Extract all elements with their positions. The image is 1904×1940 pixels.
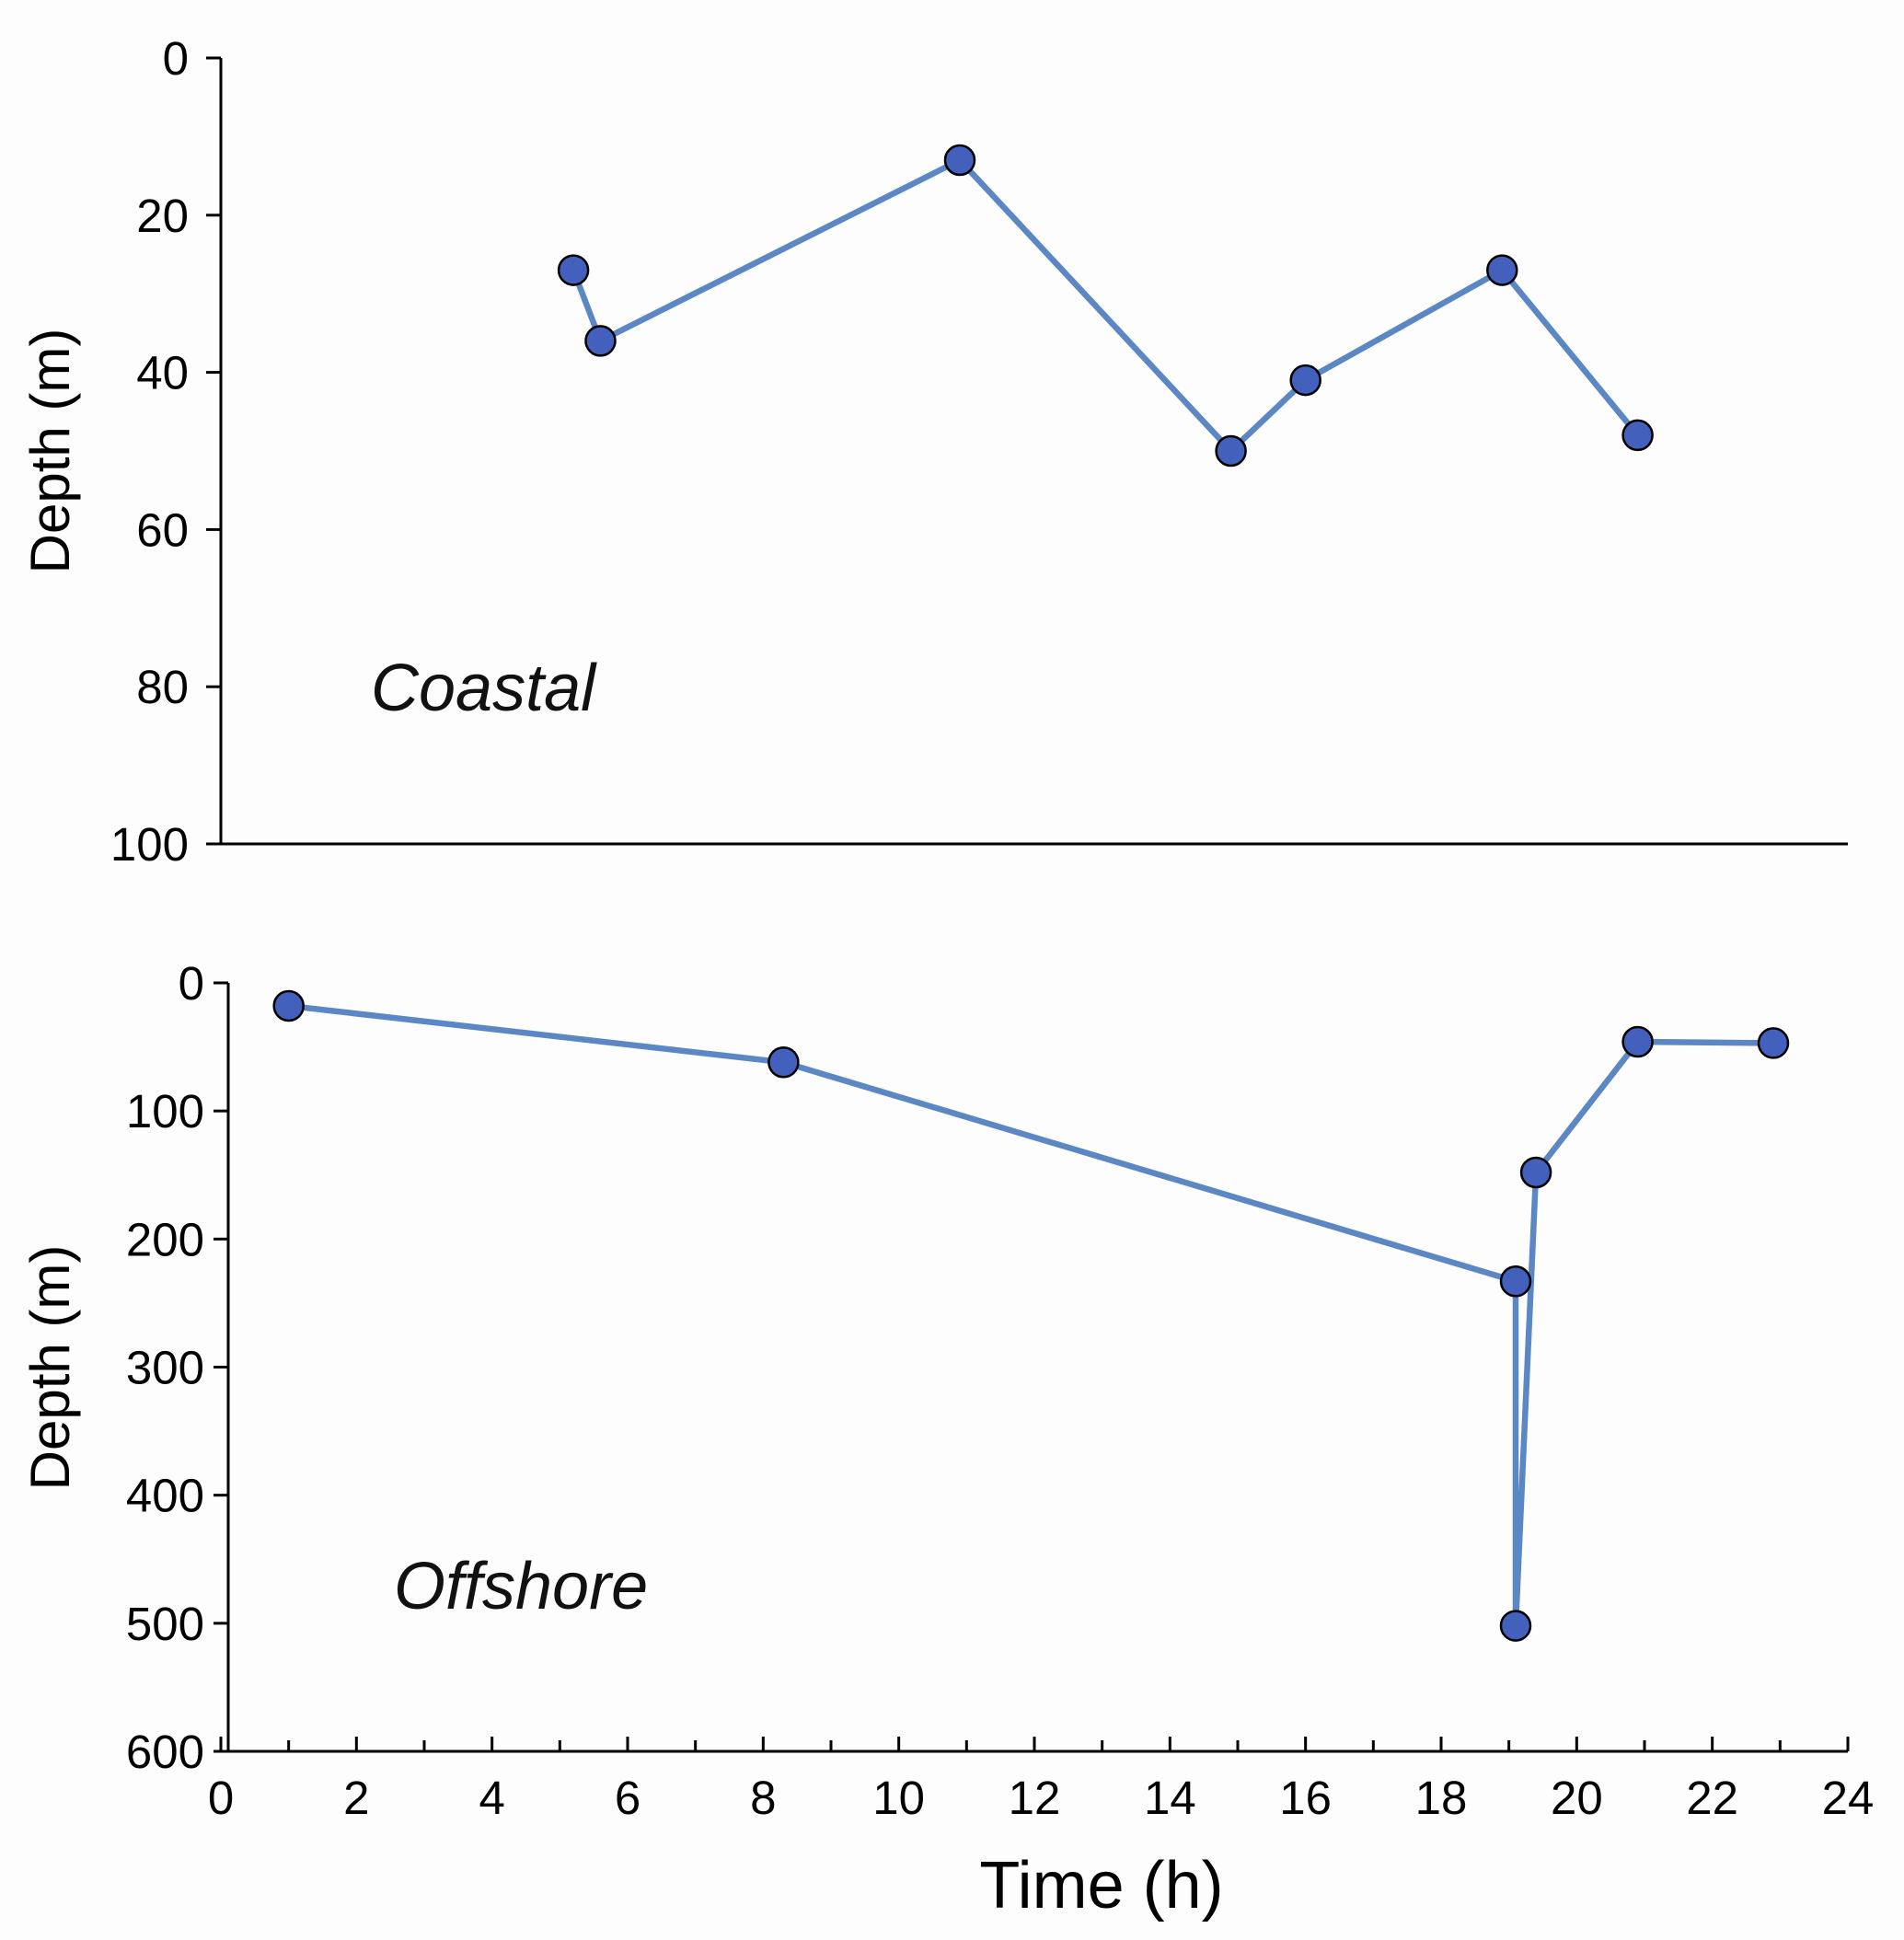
- offshore-data-point: [767, 1046, 800, 1079]
- coastal-series-line: [570, 156, 1641, 455]
- offshore-data-point: [272, 989, 305, 1022]
- offshore-y-axis-label: Depth (m): [19, 1245, 81, 1491]
- offshore-y-tick-label: 400: [126, 1470, 204, 1522]
- coastal-y-tick-label: 20: [136, 190, 189, 242]
- offshore-y-tick-label: 300: [126, 1342, 204, 1394]
- x-tick-label: 0: [208, 1772, 234, 1824]
- x-tick-label: 22: [1686, 1772, 1738, 1824]
- coastal-y-tick-label: 0: [163, 32, 189, 85]
- offshore-series-line: [285, 1002, 1777, 1629]
- offshore-data-point: [1621, 1025, 1654, 1058]
- coastal-panel-label: Coastal: [371, 652, 597, 725]
- offshore-panel-label: Offshore: [394, 1550, 648, 1623]
- offshore-data-point: [1757, 1027, 1790, 1059]
- x-tick-label: 18: [1415, 1772, 1468, 1824]
- coastal-data-point: [584, 325, 617, 357]
- coastal-data-point: [1289, 364, 1321, 397]
- offshore-data-point: [1519, 1156, 1552, 1189]
- x-tick-label: 20: [1551, 1772, 1603, 1824]
- coastal-data-point: [1215, 434, 1247, 468]
- coastal-y-tick-label: 60: [136, 503, 189, 556]
- x-tick-label: 4: [479, 1772, 504, 1824]
- offshore-y-tick-label: 200: [126, 1213, 204, 1265]
- coastal-data-point: [557, 254, 590, 286]
- x-axis-label: Time (h): [979, 1849, 1223, 1923]
- x-tick-label: 8: [750, 1772, 776, 1824]
- x-tick-label: 2: [343, 1772, 369, 1824]
- x-tick-label: 24: [1822, 1772, 1875, 1824]
- coastal-y-tick-label: 100: [110, 818, 189, 871]
- coastal-y-tick-label: 40: [136, 347, 189, 399]
- coastal-y-tick-label: 80: [136, 661, 189, 713]
- offshore-y-tick-label: 100: [126, 1085, 204, 1137]
- coastal-data-point: [1621, 419, 1654, 452]
- coastal-data-point: [1486, 254, 1518, 286]
- x-tick-label: 12: [1009, 1772, 1061, 1824]
- offshore-y-tick-label: 0: [179, 957, 204, 1010]
- coastal-panel: 0 20 40 60 80 100 Depth (m) Coastal: [19, 32, 1848, 871]
- offshore-y-tick-label: 500: [126, 1598, 204, 1650]
- offshore-data-point: [1499, 1265, 1532, 1298]
- x-tick-label: 10: [872, 1772, 925, 1824]
- coastal-y-axis-label: Depth (m): [19, 329, 81, 574]
- x-tick-label: 6: [615, 1772, 640, 1824]
- coastal-data-point: [943, 144, 976, 177]
- offshore-data-point: [1499, 1610, 1532, 1642]
- x-tick-label: 14: [1144, 1772, 1196, 1824]
- offshore-y-tick-label: 600: [126, 1726, 204, 1778]
- x-tick-label: 16: [1279, 1772, 1332, 1824]
